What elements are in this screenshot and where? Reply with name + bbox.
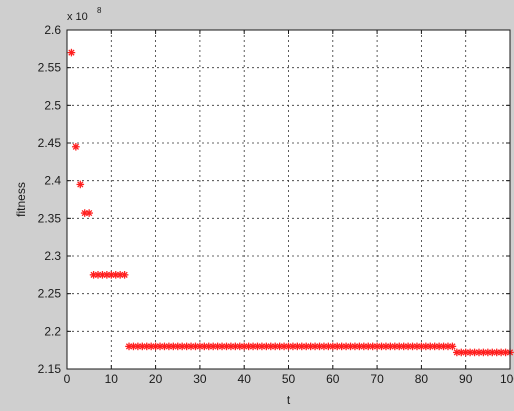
data-point — [85, 209, 93, 217]
x-tick-label: 90 — [459, 372, 473, 386]
x-tick-label: 60 — [326, 372, 340, 386]
x-tick-label: 30 — [193, 372, 207, 386]
x-tick-label: 80 — [415, 372, 429, 386]
grid — [67, 30, 510, 369]
y-tick-label: 2.3 — [44, 249, 61, 263]
data-point — [67, 48, 76, 57]
x-tick-label: 10 — [105, 372, 119, 386]
data-series — [67, 48, 514, 357]
axis-ticks: 0 10 20 30 40 50 60 70 80 90 100 2.15 2.2 2.25 2.3 2.35… — [38, 23, 514, 386]
data-point — [120, 271, 129, 279]
y-tick-label: 2.15 — [38, 362, 62, 376]
y-tick-label: 2.5 — [44, 98, 61, 112]
y-tick-label: 2.35 — [38, 211, 62, 225]
y-exponent-label: x 10 — [67, 11, 88, 23]
y-tick-label: 2.6 — [44, 23, 61, 37]
x-tick-label: 50 — [282, 372, 296, 386]
y-tick-label: 2.2 — [44, 324, 61, 338]
x-tick-label: 100 — [500, 372, 514, 386]
data-point — [72, 142, 80, 151]
y-axis-label: fitness — [14, 182, 28, 217]
x-axis-label: t — [287, 393, 291, 407]
y-tick-label: 2.25 — [38, 287, 62, 301]
y-tick-label: 2.4 — [44, 174, 61, 188]
y-tick-label: 2.55 — [38, 61, 62, 75]
y-exponent-power: 8 — [97, 6, 102, 15]
x-tick-label: 0 — [64, 372, 71, 386]
data-point — [448, 342, 457, 351]
y-tick-label: 2.45 — [38, 136, 62, 150]
x-tick-label: 70 — [370, 372, 384, 386]
x-tick-label: 40 — [238, 372, 252, 386]
data-point — [76, 180, 85, 189]
x-tick-label: 20 — [149, 372, 163, 386]
